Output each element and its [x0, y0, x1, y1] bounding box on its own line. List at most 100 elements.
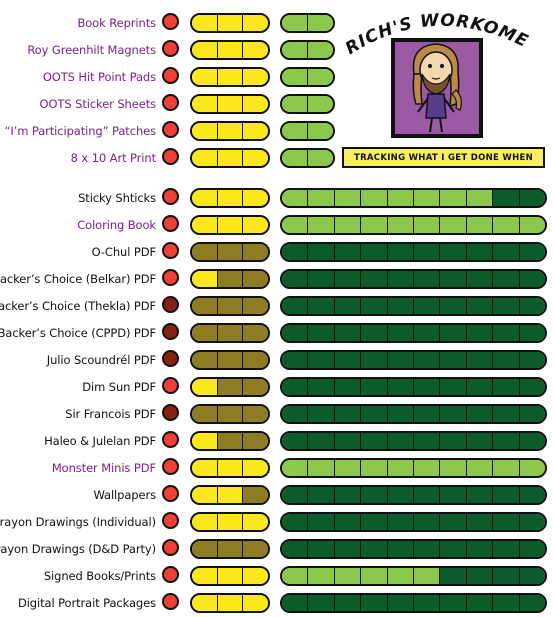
status-segment	[242, 487, 268, 503]
progress-segment	[386, 298, 414, 314]
progress-bar	[280, 350, 547, 370]
status-segment	[242, 406, 268, 422]
status-segment	[242, 271, 268, 287]
progress-segment	[307, 379, 334, 395]
progress-segment	[413, 190, 440, 206]
progress-segment	[360, 487, 387, 503]
progress-segment	[439, 271, 466, 287]
progress-bar	[280, 485, 547, 505]
progress-segment	[360, 460, 387, 476]
status-pill	[190, 323, 270, 343]
status-segment	[242, 96, 268, 112]
status-segment	[242, 568, 268, 584]
status-pill	[190, 350, 270, 370]
status-segment	[192, 379, 217, 395]
status-segment	[216, 190, 243, 206]
status-segment	[242, 69, 268, 85]
progress-segment	[413, 406, 440, 422]
status-circle-icon	[162, 593, 179, 610]
logo-graphic: RICH'S WORKOMETER!	[331, 0, 531, 138]
progress-segment	[492, 460, 519, 476]
workometer-row: Dim Sun PDF	[0, 374, 554, 401]
progress-segment	[282, 244, 308, 260]
status-circle-icon	[162, 296, 179, 313]
status-circle-icon	[162, 269, 179, 286]
progress-segment	[333, 379, 361, 395]
progress-segment	[307, 568, 334, 584]
status-pill	[190, 458, 270, 478]
progress-bar	[280, 323, 547, 343]
workometer-row: “I’m Participating” Patches	[0, 118, 554, 145]
progress-segment	[282, 352, 308, 368]
workometer-row: Crayon Drawings (Individual)	[0, 509, 554, 536]
item-label: Book Reprints	[77, 16, 156, 30]
status-segment	[192, 433, 217, 449]
status-circle-icon	[162, 188, 179, 205]
progress-segment	[518, 433, 545, 449]
status-segment	[216, 298, 243, 314]
status-segment	[216, 379, 243, 395]
progress-bar	[280, 404, 547, 424]
progress-segment	[282, 15, 307, 31]
progress-segment	[413, 460, 440, 476]
status-segment	[192, 244, 217, 260]
workometer-row: Book Reprints	[0, 10, 554, 37]
status-segment	[192, 568, 217, 584]
status-circle-icon	[162, 215, 179, 232]
progress-segment	[492, 271, 519, 287]
progress-segment	[439, 568, 466, 584]
progress-segment	[307, 150, 333, 166]
status-segment	[216, 460, 243, 476]
progress-segment	[518, 379, 545, 395]
progress-segment	[413, 433, 440, 449]
progress-bar	[280, 566, 547, 586]
progress-segment	[465, 568, 493, 584]
progress-segment	[465, 190, 493, 206]
progress-segment	[492, 406, 519, 422]
progress-segment	[465, 541, 493, 557]
status-pill	[190, 431, 270, 451]
progress-segment	[413, 514, 440, 530]
progress-segment	[307, 190, 334, 206]
progress-segment	[282, 487, 308, 503]
progress-segment	[386, 568, 414, 584]
status-pill	[190, 40, 270, 60]
progress-bar	[280, 215, 547, 235]
item-label: Signed Books/Prints	[43, 569, 156, 583]
status-segment	[242, 244, 268, 260]
status-circle-icon	[162, 350, 179, 367]
progress-segment	[492, 298, 519, 314]
progress-segment	[333, 433, 361, 449]
progress-segment	[282, 123, 307, 139]
status-segment	[242, 217, 268, 233]
progress-segment	[465, 487, 493, 503]
progress-segment	[386, 271, 414, 287]
status-segment	[242, 15, 268, 31]
progress-segment	[492, 595, 519, 611]
workometer-row: Julio Scoundrél PDF	[0, 347, 554, 374]
progress-segment	[307, 15, 333, 31]
status-circle-icon	[162, 431, 179, 448]
progress-segment	[465, 406, 493, 422]
progress-segment	[439, 460, 466, 476]
workometer-logo: RICH'S WORKOMETER!	[331, 0, 538, 148]
progress-segment	[465, 352, 493, 368]
item-label: 8 x 10 Art Print	[70, 151, 156, 165]
status-segment	[192, 406, 217, 422]
progress-segment	[360, 433, 387, 449]
progress-segment	[333, 460, 361, 476]
status-circle-icon	[162, 458, 179, 475]
progress-segment	[307, 271, 334, 287]
status-circle-icon	[162, 485, 179, 502]
progress-segment	[492, 325, 519, 341]
status-circle-icon	[162, 67, 179, 84]
status-pill	[190, 13, 270, 33]
status-segment	[192, 541, 217, 557]
item-label: Backer’s Choice (Belkar) PDF	[0, 272, 156, 286]
progress-segment	[492, 568, 519, 584]
progress-bar	[280, 121, 335, 141]
progress-segment	[518, 352, 545, 368]
item-label: Sir Francois PDF	[65, 407, 156, 421]
progress-segment	[360, 325, 387, 341]
progress-segment	[413, 487, 440, 503]
